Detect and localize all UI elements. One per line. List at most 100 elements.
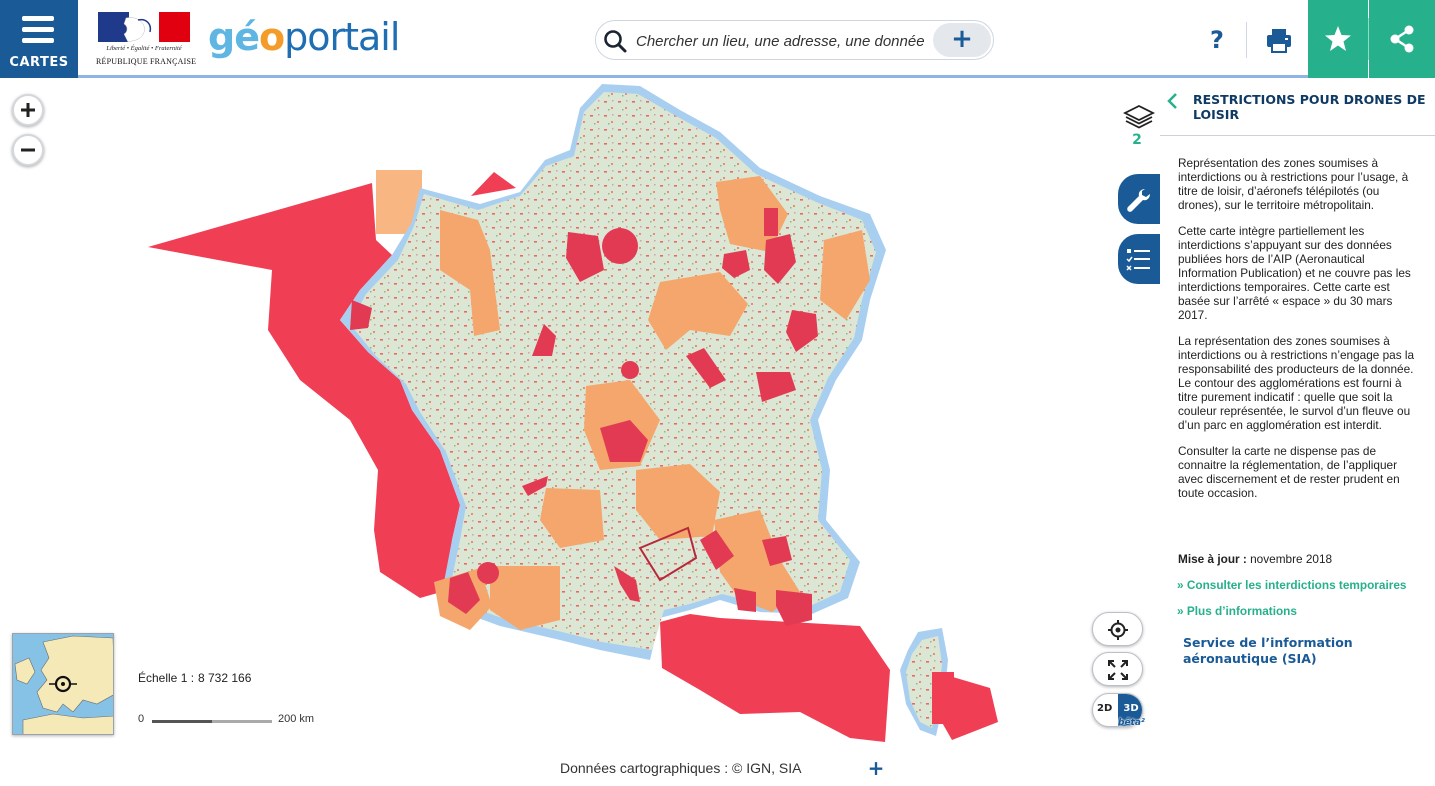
orange-zone-normandy bbox=[440, 210, 500, 336]
side-toolbar bbox=[1115, 78, 1160, 750]
zoom-out-button[interactable] bbox=[12, 134, 44, 166]
red-zone-pau bbox=[477, 562, 499, 584]
orange-zone-massif bbox=[636, 464, 720, 540]
scale-value: 8 732 166 bbox=[198, 671, 252, 685]
description-paragraph: Cette carte intègre partiellement les in… bbox=[1178, 224, 1411, 322]
scale-widget: Échelle 1 : 8 732 166 0 200 km bbox=[128, 658, 328, 738]
orange-zone-alsace bbox=[820, 230, 870, 320]
red-zone-north-paris bbox=[566, 232, 604, 282]
toggle-2d-label: 2D bbox=[1097, 703, 1113, 714]
2d-3d-toggle[interactable]: 2D 3D bbox=[1092, 693, 1143, 727]
panel-description: Représentation des zones soumises à inte… bbox=[1178, 156, 1424, 512]
red-zone-biarritz bbox=[448, 572, 480, 614]
geolocate-button[interactable] bbox=[1092, 612, 1143, 646]
red-zone-bourges bbox=[621, 361, 639, 379]
share-icon bbox=[1390, 25, 1414, 53]
plus-icon bbox=[21, 103, 35, 117]
description-paragraph: La représentation des zones soumises à i… bbox=[1178, 334, 1415, 432]
red-zone-outline-montpellier bbox=[638, 526, 698, 582]
red-zone-loire bbox=[532, 324, 556, 356]
red-zone-corridor bbox=[686, 348, 726, 388]
fullscreen-button[interactable] bbox=[1092, 652, 1143, 686]
red-zone-ardennes bbox=[764, 208, 778, 236]
link-more-info[interactable]: » Plus d’informations bbox=[1177, 604, 1297, 618]
layers-button[interactable] bbox=[1122, 100, 1156, 132]
favorites-button[interactable] bbox=[1308, 0, 1368, 78]
france-drone-restrictions-map[interactable] bbox=[0, 78, 1150, 750]
fav-share-divider bbox=[1368, 18, 1369, 60]
map-view[interactable]: Échelle 1 : 8 732 166 0 200 km bbox=[0, 78, 1150, 750]
atlantic-restriction-zone bbox=[148, 183, 460, 598]
geoportail-logo[interactable]: géoportail bbox=[208, 14, 400, 60]
red-zone-lorraine bbox=[764, 234, 796, 284]
printer-icon bbox=[1267, 29, 1291, 53]
brand-o: o bbox=[258, 15, 285, 59]
header: CARTES Liberté • Égalité • Fraternité RÉ… bbox=[0, 0, 1435, 78]
star-icon bbox=[1325, 26, 1351, 51]
scale-label: Échelle 1 : bbox=[138, 671, 195, 685]
red-zone-paris bbox=[602, 228, 638, 264]
layer-info-panel: RESTRICTIONS POUR DRONES DE LOISIR Repré… bbox=[1160, 78, 1435, 750]
red-zone-toulon bbox=[776, 590, 812, 626]
orange-zone-pyrenees bbox=[490, 566, 560, 630]
orange-zone-provence bbox=[714, 510, 800, 612]
red-zone-alps bbox=[762, 536, 792, 566]
red-zone-corridor-south bbox=[614, 566, 640, 602]
rf-name: RÉPUBLIQUE FRANÇAISE bbox=[96, 57, 197, 66]
red-zone-clermont bbox=[600, 420, 648, 462]
description-paragraph: Représentation des zones soumises à inte… bbox=[1178, 156, 1409, 212]
republique-francaise-logo: Liberté • Égalité • Fraternité RÉPUBLIQU… bbox=[96, 12, 197, 70]
orange-zone-aquitaine bbox=[540, 488, 604, 548]
red-zone-corridor-west bbox=[522, 476, 548, 496]
legend-tab[interactable] bbox=[1118, 234, 1160, 284]
header-underline bbox=[78, 75, 1308, 78]
share-button[interactable] bbox=[1369, 0, 1435, 78]
legend-list-icon bbox=[1126, 249, 1150, 271]
update-label: Mise à jour : bbox=[1178, 552, 1247, 566]
chevron-left-icon[interactable] bbox=[1166, 92, 1180, 110]
rf-motto: Liberté • Égalité • Fraternité bbox=[106, 45, 182, 52]
red-zone-dijon bbox=[786, 310, 818, 352]
minus-icon bbox=[21, 148, 35, 152]
sia-link[interactable]: Service de l’information aéronautique (S… bbox=[1183, 635, 1353, 666]
search-input[interactable] bbox=[636, 29, 926, 53]
red-zone-reims bbox=[722, 250, 750, 278]
attribution-expand-button[interactable]: + bbox=[867, 756, 885, 780]
beta-badge: bêta² bbox=[1118, 718, 1145, 728]
toggle-3d-label: 3D bbox=[1118, 694, 1142, 726]
fullscreen-icon bbox=[1108, 660, 1128, 680]
scale-bar bbox=[152, 720, 272, 723]
layers-icon bbox=[1122, 104, 1156, 129]
search-bar: + bbox=[595, 20, 994, 60]
orange-zone-burgundy bbox=[648, 272, 748, 350]
red-zone-corridor-east bbox=[756, 372, 796, 402]
red-zone-nimes bbox=[700, 530, 734, 570]
channel-restriction-zone bbox=[471, 172, 516, 196]
corsica-red-strip bbox=[932, 672, 954, 724]
mediterranean-restriction-zone bbox=[660, 614, 890, 742]
map-attribution: Données cartographiques : © IGN, SIA bbox=[560, 760, 802, 776]
brand-portail: portail bbox=[284, 15, 400, 59]
update-value: novembre 2018 bbox=[1250, 552, 1333, 566]
red-zone-marseille bbox=[734, 588, 756, 612]
brand-geo: gé bbox=[208, 15, 260, 59]
advanced-search-button[interactable]: + bbox=[933, 23, 991, 57]
zoom-in-button[interactable] bbox=[12, 94, 44, 126]
cartes-menu-button[interactable]: CARTES bbox=[0, 0, 78, 78]
overview-minimap[interactable] bbox=[12, 633, 114, 735]
hamburger-icon bbox=[22, 16, 54, 43]
help-button[interactable]: ? bbox=[1210, 26, 1224, 54]
cartes-menu-label: CARTES bbox=[9, 55, 69, 70]
panel-title: RESTRICTIONS POUR DRONES DE LOISIR bbox=[1193, 92, 1426, 122]
tools-tab[interactable] bbox=[1118, 174, 1160, 224]
scale-zero: 0 bbox=[138, 713, 145, 725]
description-paragraph: Consulter la carte ne dispense pas de co… bbox=[1178, 444, 1400, 500]
link-temporary-restrictions[interactable]: » Consulter les interdictions temporaire… bbox=[1177, 578, 1407, 592]
marianne-flag-icon bbox=[98, 12, 190, 42]
crosshair-icon bbox=[1108, 620, 1128, 640]
print-button[interactable] bbox=[1262, 22, 1296, 58]
red-zone-brest bbox=[350, 300, 372, 330]
search-icon[interactable] bbox=[602, 28, 628, 54]
update-info: Mise à jour : novembre 2018 bbox=[1178, 552, 1332, 566]
